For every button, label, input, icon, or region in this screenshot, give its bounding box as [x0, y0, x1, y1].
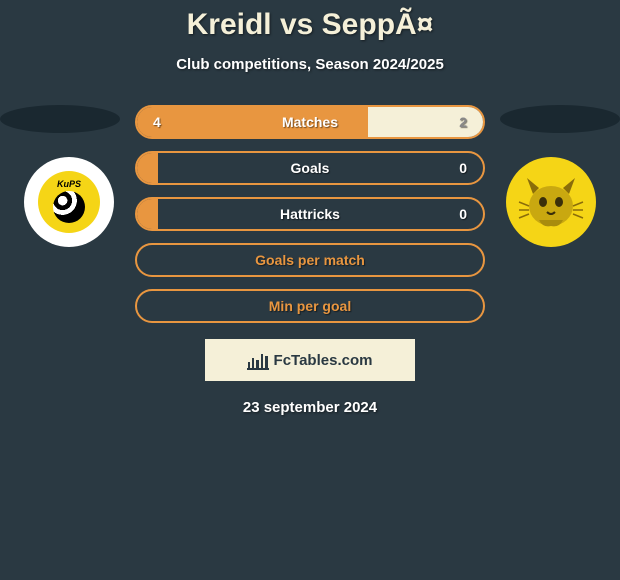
left-club-badge: KuPS	[24, 157, 114, 247]
stat-bar-goals-per-match: Goals per match	[135, 243, 485, 277]
ilves-badge-inner	[515, 166, 587, 238]
soccer-ball-icon	[53, 191, 85, 223]
kups-badge-text: KuPS	[57, 179, 81, 189]
stats-column: 42Matches0Goals0HattricksGoals per match…	[135, 105, 485, 323]
stat-label: Hattricks	[280, 206, 340, 222]
stat-right-value: 2	[368, 107, 483, 137]
attribution-box: FcTables.com	[205, 339, 415, 381]
stat-bar-goals: 0Goals	[135, 151, 485, 185]
date-text: 23 september 2024	[0, 399, 620, 416]
stat-label: Matches	[282, 114, 338, 130]
stat-bar-hattricks: 0Hattricks	[135, 197, 485, 231]
right-platform-shape	[500, 105, 620, 133]
stat-bar-matches: 42Matches	[135, 105, 485, 139]
stat-left-fill	[137, 153, 158, 183]
kups-badge-inner: KuPS	[38, 171, 100, 233]
page-subtitle: Club competitions, Season 2024/2025	[0, 56, 620, 73]
page-title: Kreidl vs SeppÃ¤	[0, 8, 620, 42]
main-area: KuPS 42Matches0Goals0HattricksGoals per …	[0, 105, 620, 416]
right-club-badge	[506, 157, 596, 247]
chart-icon	[248, 352, 268, 368]
lynx-face-icon	[515, 166, 587, 238]
stat-label: Goals	[291, 160, 330, 176]
attribution-text: FcTables.com	[274, 352, 373, 369]
left-platform-shape	[0, 105, 120, 133]
stat-bar-min-per-goal: Min per goal	[135, 289, 485, 323]
stat-left-fill	[137, 199, 158, 229]
header: Kreidl vs SeppÃ¤ Club competitions, Seas…	[0, 0, 620, 73]
